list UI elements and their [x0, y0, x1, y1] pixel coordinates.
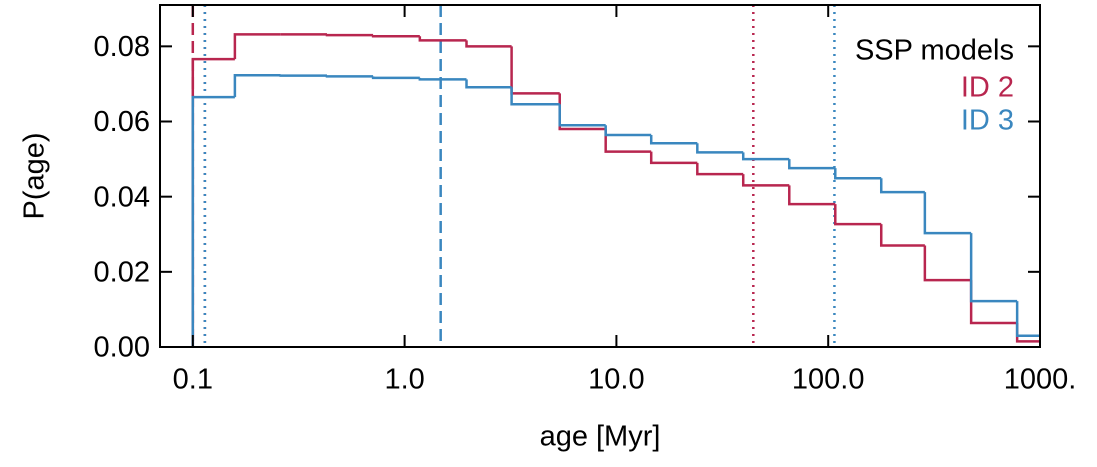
plot-frame	[159, 4, 1041, 348]
histogram-step	[649, 135, 698, 145]
x-tick-label: 10.0	[588, 364, 644, 396]
histogram-step	[371, 76, 420, 80]
histogram-step	[325, 75, 374, 78]
histogram-step	[558, 104, 606, 127]
histogram-step	[879, 178, 925, 194]
y-tick-label: 0.08	[94, 31, 150, 63]
histogram-step	[834, 204, 882, 226]
histogram-step	[923, 192, 972, 235]
y-tick-label: 0.04	[94, 181, 150, 213]
histogram-step	[418, 77, 467, 81]
x-axis-label: age [Myr]	[540, 421, 661, 453]
histogram-step	[191, 95, 235, 347]
histogram-step	[879, 224, 925, 247]
histogram-step	[558, 93, 606, 131]
histogram-step	[969, 233, 1018, 303]
x-tick-label: 0.1	[173, 364, 213, 396]
x-tick-label: 1000.	[1004, 364, 1077, 396]
histogram-step	[788, 185, 836, 206]
legend-entry: ID 2	[961, 72, 1014, 104]
histogram-step	[510, 46, 560, 95]
histogram-step	[418, 36, 467, 42]
histogram-step	[696, 162, 744, 176]
histogram-step	[649, 151, 698, 165]
histogram-step	[696, 143, 744, 154]
histogram-step	[233, 33, 281, 60]
histogram-step	[191, 57, 235, 347]
y-tick-label: 0.06	[94, 106, 150, 138]
histogram-step	[834, 168, 882, 180]
y-tick-label: 0.02	[94, 256, 150, 288]
histogram-step	[1015, 322, 1040, 343]
histogram-step	[371, 34, 420, 38]
histogram-step	[1015, 301, 1040, 337]
y-tick-label: 0.00	[94, 332, 150, 364]
legend-title: SSP models	[855, 35, 1014, 67]
histogram-step	[604, 125, 652, 137]
histogram-step	[788, 159, 836, 170]
legend-entry: ID 3	[961, 105, 1014, 137]
histogram-step	[741, 174, 790, 187]
x-tick-label: 100.0	[792, 364, 865, 396]
x-tick-label: 1.0	[384, 364, 424, 396]
histogram-step	[923, 245, 972, 282]
histogram-step	[510, 87, 560, 106]
histogram-step	[325, 33, 374, 37]
histogram-step	[741, 152, 790, 161]
histogram-step	[465, 79, 512, 89]
histogram-step	[604, 129, 652, 153]
histogram-step	[465, 40, 512, 48]
histogram-step	[233, 74, 281, 98]
y-axis-label: P(age)	[19, 132, 51, 219]
